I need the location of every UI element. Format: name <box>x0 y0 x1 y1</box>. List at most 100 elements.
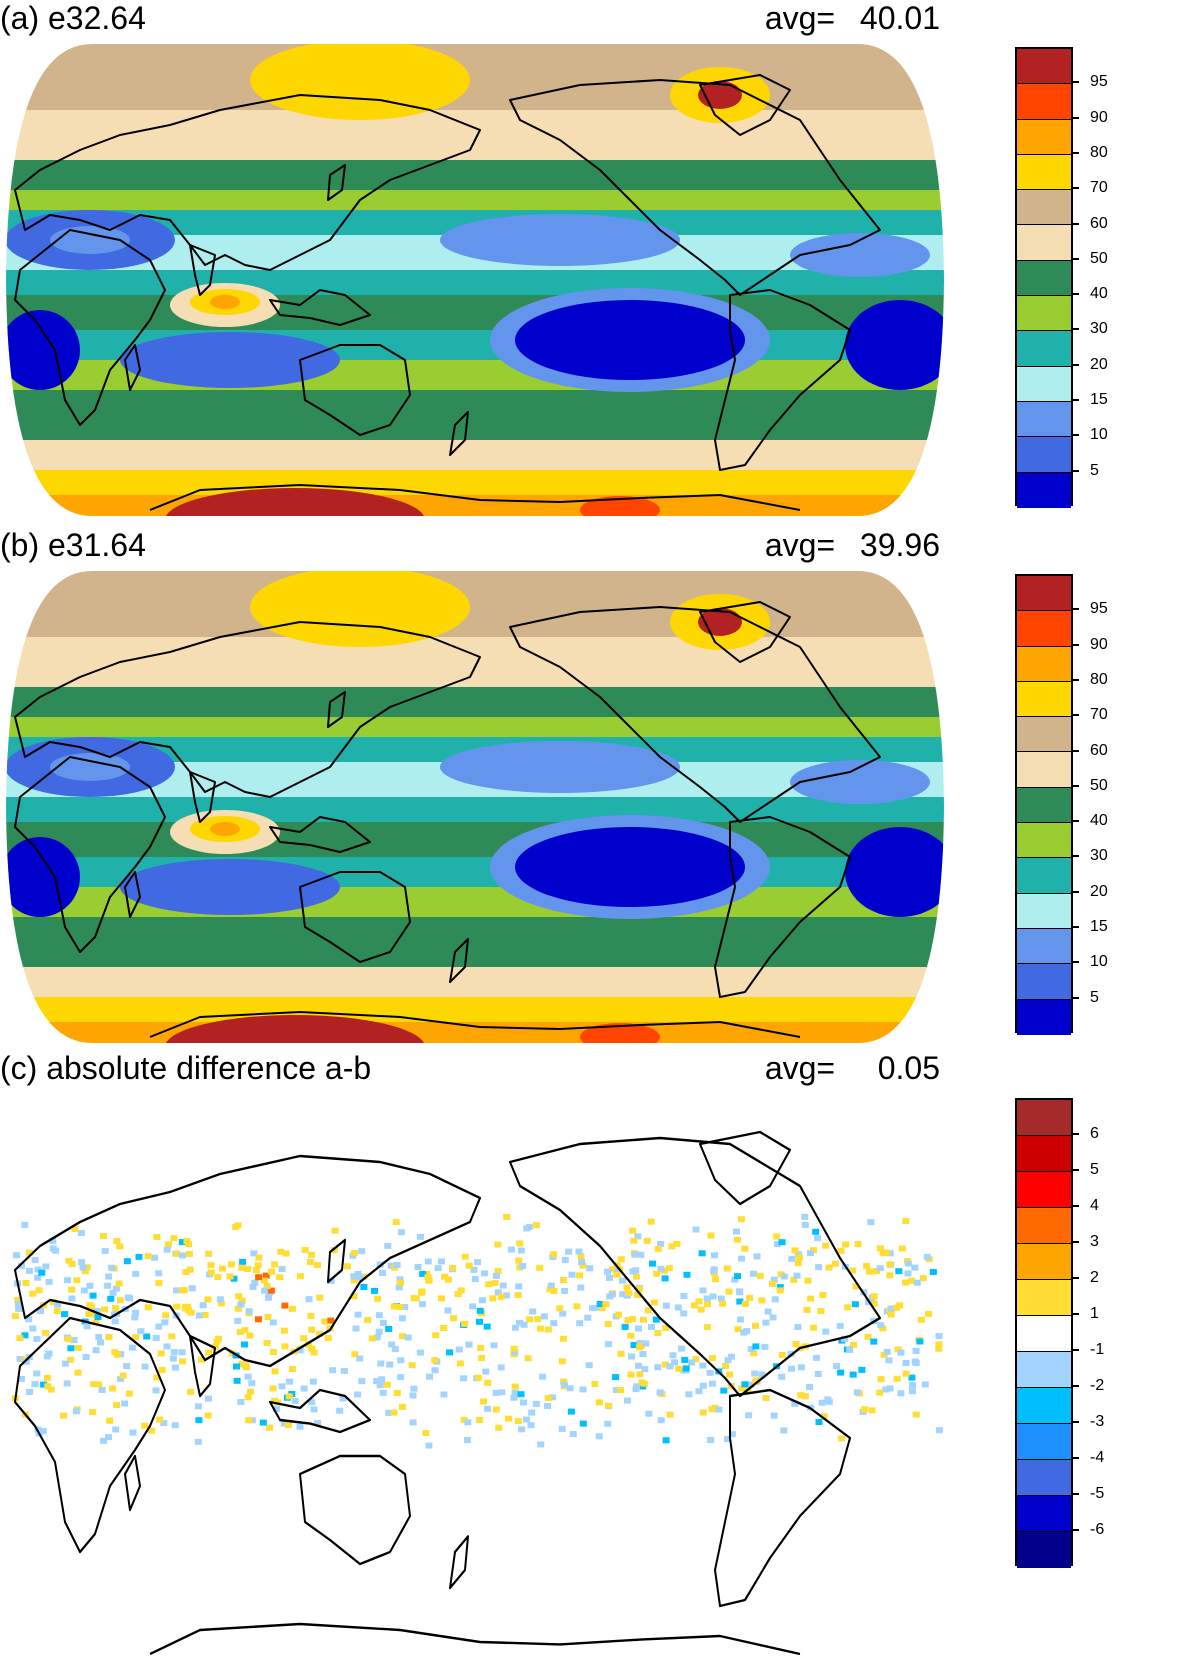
colorbar-label: 90 <box>1090 108 1108 126</box>
colorbar-swatch <box>1017 225 1071 261</box>
field-blob <box>210 822 240 836</box>
avg-value: 0.05 <box>877 1050 940 1086</box>
coastline <box>149 1622 801 1656</box>
avg-label: avg= <box>764 0 836 36</box>
field-blob <box>6 837 80 917</box>
colorbar-label: -2 <box>1090 1377 1105 1394</box>
colorbar-tick <box>1071 187 1079 190</box>
field-blob <box>210 295 240 309</box>
colorbar-swatch <box>1017 190 1071 226</box>
field-band <box>6 390 944 440</box>
field-blob <box>845 827 944 917</box>
coastline <box>269 289 371 326</box>
colorbar-tick <box>1071 1493 1079 1495</box>
colorbar-label: 20 <box>1090 882 1108 900</box>
map-panel-a <box>6 44 944 516</box>
colorbar-swatch <box>1017 681 1071 718</box>
colorbar-tick <box>1071 608 1079 611</box>
panel-average: avg= 39.96 <box>765 527 940 564</box>
colorbar-tick <box>1071 151 1079 154</box>
colorbar-label: 60 <box>1090 214 1108 232</box>
colorbar-label: 10 <box>1090 953 1108 971</box>
colorbar-label: -4 <box>1090 1449 1105 1466</box>
colorbar-label: 30 <box>1090 320 1108 338</box>
avg-label: avg= <box>764 1050 836 1086</box>
colorbar-label: 50 <box>1090 249 1108 267</box>
colorbar-tick <box>1071 1529 1079 1531</box>
avg-value: 39.96 <box>859 527 940 563</box>
colorbar-tick <box>1071 469 1079 472</box>
field-blob <box>120 332 340 388</box>
coastline <box>14 756 166 953</box>
colorbar-box <box>1015 47 1073 508</box>
colorbar-swatch <box>1017 119 1071 155</box>
coastline <box>714 816 851 998</box>
colorbar-label: 90 <box>1090 635 1108 653</box>
field-blob <box>440 741 680 793</box>
coastlines <box>14 601 881 1038</box>
colorbar-label: 80 <box>1090 143 1108 161</box>
field-band <box>6 967 944 997</box>
colorbar-swatch <box>1017 84 1071 120</box>
colorbar-tick <box>1071 257 1079 260</box>
panel-title: (a) e32.64 <box>0 0 146 36</box>
coastline <box>124 871 141 918</box>
colorbar-tick <box>1071 1169 1079 1171</box>
coastline <box>269 1388 371 1434</box>
coastline <box>269 816 371 853</box>
colorbar-tick <box>1071 961 1079 964</box>
colorbar-swatch <box>1017 823 1071 859</box>
coastline <box>699 601 791 663</box>
colorbar-tick <box>1071 1457 1079 1459</box>
coastlines <box>14 74 881 511</box>
colorbar-tick <box>1071 1349 1079 1351</box>
colorbar-swatch <box>1017 1424 1071 1460</box>
colorbar-swatch <box>1017 576 1071 612</box>
colorbar-label: 1 <box>1090 1305 1099 1322</box>
colorbar-swatch <box>1017 752 1071 788</box>
coastline <box>449 1535 469 1590</box>
colorbar-swatch <box>1017 1136 1071 1172</box>
coastline <box>327 691 346 728</box>
coastline <box>449 411 469 456</box>
coastline <box>509 79 881 296</box>
colorbar-label: -5 <box>1090 1485 1105 1502</box>
panel-title: (c) absolute difference a-b <box>0 1050 372 1086</box>
colorbar-swatch <box>1017 1172 1071 1208</box>
colorbar-label: 40 <box>1090 812 1108 830</box>
colorbar-label: 4 <box>1090 1197 1099 1214</box>
field-band <box>6 571 944 637</box>
coastlines <box>14 1130 881 1656</box>
field-band <box>6 470 944 495</box>
colorbar-tick <box>1071 996 1079 999</box>
coastline <box>14 1154 481 1368</box>
colorbar-swatch <box>1017 928 1071 965</box>
coastline <box>14 1316 166 1554</box>
coastline <box>714 289 851 471</box>
colorbar-swatch <box>1017 401 1071 438</box>
colorbar-tick <box>1071 293 1079 296</box>
field-blob <box>250 571 470 647</box>
colorbar-label: 20 <box>1090 355 1108 373</box>
field-band <box>6 917 944 967</box>
colorbar-swatch <box>1017 717 1071 753</box>
panel-a: (a) e32.64 avg= 40.01 95 90 80 70 60 50 40 30 20… <box>0 0 1183 520</box>
colorbar-label: 5 <box>1090 461 1099 479</box>
colorbar-swatch <box>1017 366 1071 402</box>
colorbar-swatch <box>1017 331 1071 367</box>
field-blob <box>790 760 930 804</box>
colorbar-tick <box>1071 399 1079 401</box>
coastline <box>149 484 801 511</box>
colorbar-box <box>1015 574 1073 1035</box>
colorbar-label: 5 <box>1090 988 1099 1006</box>
field-band <box>6 160 944 190</box>
colorbar-tick <box>1071 1313 1079 1315</box>
panel-average: avg= 40.01 <box>765 0 940 37</box>
coastline <box>149 1011 801 1038</box>
colorbar-label: 15 <box>1090 918 1108 935</box>
field-band <box>6 270 944 295</box>
colorbar-swatch <box>1017 1316 1071 1352</box>
colorbar-label: -3 <box>1090 1413 1105 1430</box>
field-band <box>6 717 944 737</box>
coastline <box>327 1238 346 1284</box>
